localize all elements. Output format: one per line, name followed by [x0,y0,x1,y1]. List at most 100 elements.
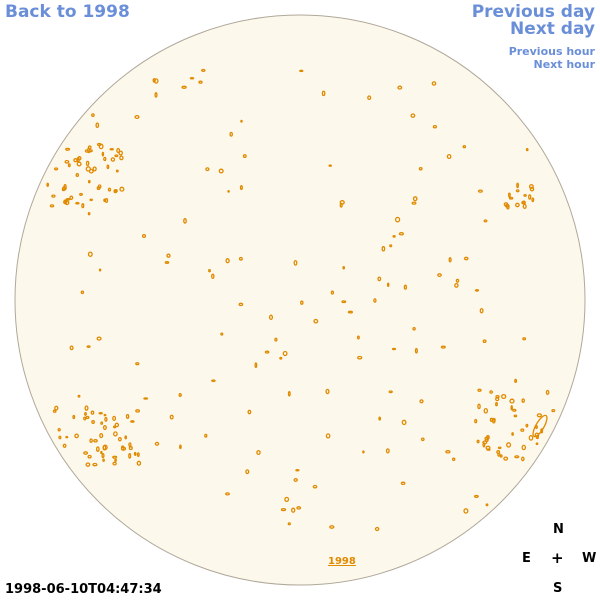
contour-speck [437,273,442,278]
contour-speck [93,439,98,443]
contour-speck [514,378,518,384]
contour-speck [99,433,104,439]
contour-speck [183,218,187,224]
contour-speck [483,407,489,414]
contour-speck [89,149,93,153]
contour-speck [485,503,489,507]
contour-speck [491,418,496,424]
contour-speck [495,397,500,402]
contour-speck [515,202,520,208]
contour-speck [91,113,95,117]
contour-speck [397,85,403,90]
contour-speck [135,409,141,413]
contour-speck [474,289,480,292]
contour-speck [104,417,108,422]
contour-speck [154,92,158,98]
contour-speck [134,114,140,120]
contour-speck [287,390,291,397]
contour-speck [391,347,397,351]
back-to-year-link[interactable]: Back to 1998 [5,2,130,22]
contour-speck [432,124,438,129]
contour-speck [220,332,224,336]
contour-speck [535,424,538,430]
contour-speck [114,422,120,428]
contour-speck [124,435,128,440]
contour-speck [280,507,287,512]
contour-speck [256,449,261,456]
contour-speck [509,398,515,404]
contour-speck [522,337,527,341]
contour-speck [484,436,490,441]
contour-speck [102,444,107,451]
contour-speck [282,350,288,357]
contour-speck [110,157,116,162]
contour-speck [117,436,122,442]
contour-speck [169,414,174,420]
contour-speck [98,268,102,272]
contour-speck [295,469,300,472]
contour-speck [128,442,132,447]
contour-speck [143,397,149,400]
contour-speck [118,150,123,156]
contour-speck [101,151,105,157]
contour-speck [403,284,408,290]
contour-speck [83,416,87,421]
contour-speck [356,335,360,340]
contour-speck [287,522,291,526]
contour-speck [514,455,520,459]
contour-speck [72,414,76,420]
contour-speck [80,290,85,295]
contour-speck [412,326,416,331]
contour-speck [385,448,390,454]
contour-speck [392,235,396,238]
contour-speck [75,201,80,205]
contour-speck [536,413,543,418]
contour-speck [394,216,401,223]
contour-speck [516,182,520,189]
contour-speck [100,421,104,425]
contour-speck [477,403,481,410]
contour-speck [400,481,406,486]
contour-speck [85,160,90,167]
contour-speck [95,122,100,129]
contour-speck [247,409,252,415]
contour-speck [389,244,393,248]
contour-speck [515,189,520,193]
contour-speck [506,204,510,210]
contour-speck [87,251,93,257]
contour-speck [398,232,404,236]
contour-speck [77,394,81,398]
contour-loop [532,414,548,438]
compass-north: N [553,522,564,537]
contour-speck [112,415,117,422]
contour-speck [313,318,319,324]
next-hour-link[interactable]: Next hour [533,58,596,71]
next-day-link[interactable]: Next day [510,19,595,39]
previous-hour-link[interactable]: Previous hour [508,45,595,58]
contour-speck [136,452,140,457]
previous-day-link[interactable]: Previous day [471,2,595,22]
contour-speck [551,408,556,413]
contour-speck [446,153,452,160]
contour-speck [535,442,539,446]
contour-speck [98,143,104,150]
contour-speck [485,445,491,450]
contour-speck [65,198,71,201]
contour-speck [152,78,156,83]
contour-speck [482,442,486,448]
contour-speck [225,258,230,264]
contour-speck [419,399,424,404]
year-link[interactable]: 1998 [328,556,356,567]
contour-speck [463,508,469,514]
contour-speck [531,197,535,203]
contour-speck [52,409,57,413]
contour-speck [412,196,418,202]
contour-speck [107,187,112,192]
contour-speck [57,427,61,432]
contour-speck [440,345,446,349]
contour-speck [414,347,418,354]
contour-speck [77,156,82,161]
contour-speck [374,526,380,532]
contour-speck [528,435,534,441]
contour-speck [489,390,493,394]
